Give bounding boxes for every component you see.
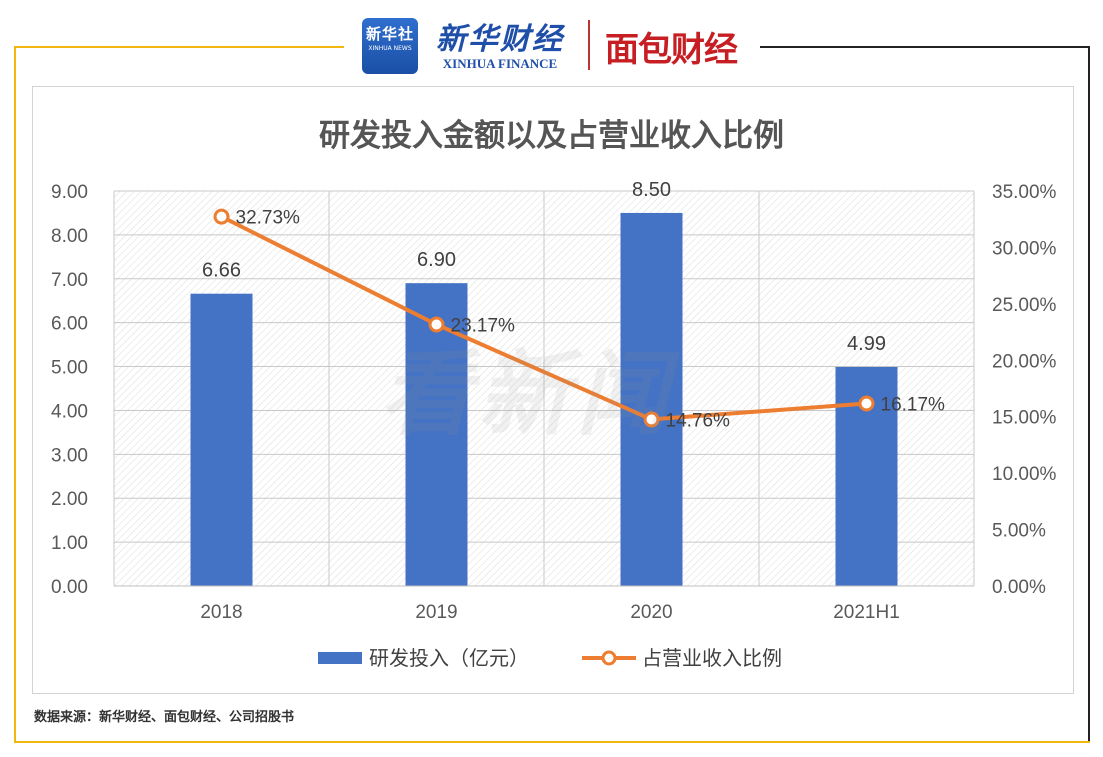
- y-left-tick-label: 3.00: [51, 445, 88, 466]
- y-left-tick-label: 2.00: [51, 489, 88, 510]
- y-right-tick-label: 0.00%: [992, 577, 1046, 598]
- bar: [190, 293, 253, 586]
- ratio-point: [858, 395, 875, 412]
- legend-bar-swatch: [318, 652, 362, 664]
- source-note: 数据来源：新华财经、面包财经、公司招股书: [34, 710, 295, 725]
- ratio-point: [213, 208, 230, 225]
- bar-value-label: 8.50: [632, 179, 671, 201]
- chart-title: 研发投入金额以及占营业收入比例: [319, 118, 784, 154]
- y-left-tick-label: 9.00: [51, 182, 88, 203]
- xinhua-finance-logo: 新华财经 XINHUA FINANCE: [436, 22, 564, 71]
- ratio-value-label: 23.17%: [451, 316, 516, 337]
- legend-line-label: 占营业收入比例: [642, 646, 782, 670]
- y-right-tick-label: 5.00%: [992, 521, 1046, 542]
- y-left-tick-label: 4.00: [51, 401, 88, 422]
- frame-bottom-line: [14, 741, 1090, 743]
- ratio-value-label: 16.17%: [881, 395, 946, 416]
- frame-right-line: [1088, 46, 1090, 743]
- y-right-tick-label: 10.00%: [992, 464, 1057, 485]
- y-right-tick-label: 35.00%: [992, 182, 1057, 203]
- y-left-tick-label: 6.00: [51, 314, 88, 335]
- frame-left-line: [14, 46, 16, 743]
- watermark: 看新闻: [380, 341, 675, 448]
- bar-value-label: 4.99: [847, 333, 886, 355]
- frame-top-right-line: [760, 46, 1090, 48]
- ratio-value-label: 14.76%: [666, 410, 731, 431]
- bar-value-label: 6.66: [202, 260, 241, 282]
- y-right-tick-label: 30.00%: [992, 238, 1057, 259]
- x-tick-label: 2020: [630, 602, 672, 623]
- bar: [620, 212, 683, 586]
- xinhua-news-logo: 新华社 XINHUA NEWS: [362, 18, 418, 74]
- ratio-point: [643, 411, 660, 428]
- frame-top-left-line: [14, 46, 344, 48]
- y-right-tick-label: 15.00%: [992, 408, 1057, 429]
- x-tick-label: 2019: [415, 602, 457, 623]
- header-logos: 新华社 XINHUA NEWS 新华财经 XINHUA FINANCE 面包财经: [350, 8, 755, 78]
- mianbao-finance-logo: 面包财经: [605, 30, 738, 70]
- ratio-line: [220, 214, 867, 422]
- y-right-tick-label: 20.00%: [992, 351, 1057, 372]
- y-left-tick-label: 1.00: [51, 533, 88, 554]
- y-left-tick-label: 8.00: [51, 226, 88, 247]
- y-left-tick-label: 7.00: [51, 270, 88, 291]
- y-left-tick-label: 5.00: [51, 358, 88, 379]
- y-left-tick-label: 0.00: [51, 577, 88, 598]
- x-tick-label: 2021H1: [833, 602, 900, 623]
- x-tick-label: 2018: [200, 602, 242, 623]
- legend-line-marker: [601, 650, 617, 666]
- legend-bar-label: 研发投入（亿元）: [369, 646, 529, 670]
- ratio-point: [428, 316, 445, 333]
- ratio-value-label: 32.73%: [236, 208, 301, 229]
- bar-value-label: 6.90: [417, 249, 456, 271]
- logo-separator: [588, 20, 590, 70]
- y-right-tick-label: 25.00%: [992, 295, 1057, 316]
